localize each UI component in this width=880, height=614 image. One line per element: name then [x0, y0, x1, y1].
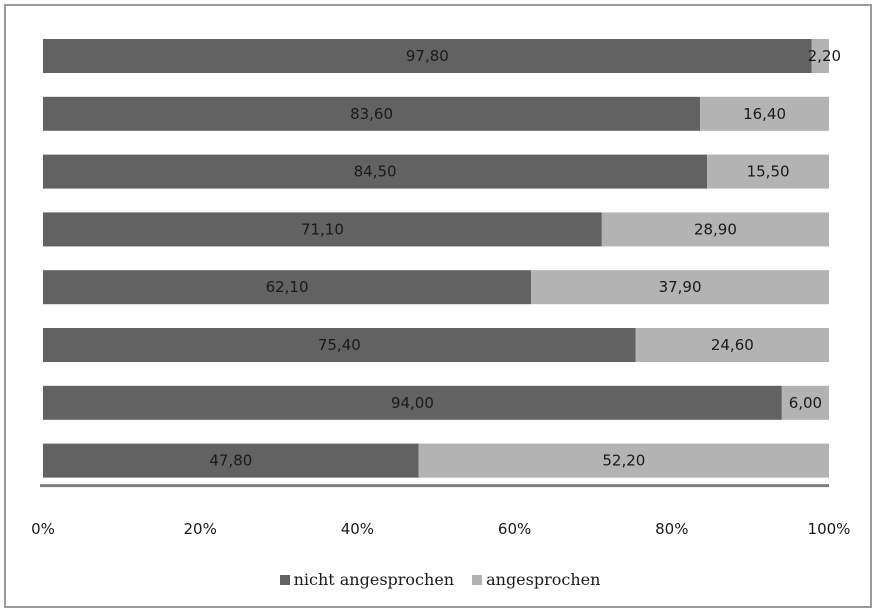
data-label-nicht-angesprochen-1: 97,80 — [406, 47, 449, 65]
bar-nicht-angesprochen-1 — [43, 39, 812, 73]
stacked-bar-chart: 97,80 2,20 83,60 16,40 84,50 15,50 71,10 28,90 6… — [31, 39, 850, 538]
bar-nicht-angesprochen-3 — [43, 154, 708, 189]
x-tick-label: 40% — [341, 520, 374, 538]
legend-item-angesprochen: angesprochen — [472, 570, 600, 589]
data-label-angesprochen-2: 16,40 — [743, 105, 786, 123]
bar-nicht-angesprochen-4 — [43, 212, 602, 247]
data-label-nicht-angesprochen-5: 62,10 — [266, 278, 309, 296]
bar-nicht-angesprochen-7 — [43, 385, 782, 420]
data-label-nicht-angesprochen-2: 83,60 — [350, 105, 393, 123]
data-label-nicht-angesprochen-4: 71,10 — [301, 220, 344, 238]
data-label-angesprochen-6: 24,60 — [711, 336, 754, 354]
bar-angesprochen-3 — [707, 154, 829, 189]
data-label-nicht-angesprochen-3: 84,50 — [354, 163, 397, 181]
data-label-angesprochen-4: 28,90 — [694, 220, 737, 238]
data-label-nicht-angesprochen-7: 94,00 — [391, 394, 434, 412]
bar-nicht-angesprochen-8 — [43, 443, 419, 478]
bar-angesprochen-4 — [601, 212, 829, 247]
bar-labels-group: 97,80 2,20 83,60 16,40 84,50 15,50 71,10 28,90 6… — [209, 47, 841, 470]
bars-group — [43, 39, 829, 478]
bar-angesprochen-8 — [418, 443, 829, 478]
bar-nicht-angesprochen-2 — [43, 96, 701, 131]
bar-angesprochen-7 — [781, 385, 829, 420]
data-label-nicht-angesprochen-8: 47,80 — [209, 452, 252, 470]
bar-angesprochen-1 — [811, 39, 829, 73]
data-label-angesprochen-3: 15,50 — [747, 163, 790, 181]
legend: nicht angesprochen angesprochen — [0, 570, 880, 589]
bar-angesprochen-6 — [635, 328, 829, 362]
bar-angesprochen-2 — [700, 96, 829, 131]
x-tick-label: 80% — [655, 520, 688, 538]
legend-item-nicht-angesprochen: nicht angesprochen — [279, 570, 455, 589]
bar-angesprochen-5 — [531, 270, 829, 305]
x-tick-label: 20% — [184, 520, 217, 538]
data-label-angesprochen-7: 6,00 — [789, 394, 822, 412]
data-label-angesprochen-1: 2,20 — [808, 47, 841, 65]
legend-swatch-angesprochen — [472, 574, 483, 585]
x-tick-label: 60% — [498, 520, 531, 538]
x-tick-label: 100% — [808, 520, 851, 538]
data-label-nicht-angesprochen-6: 75,40 — [318, 336, 361, 354]
x-tick-labels: 0% 20% 40% 60% 80% 100% — [31, 520, 850, 538]
x-tick-label: 0% — [31, 520, 55, 538]
data-label-angesprochen-5: 37,90 — [659, 278, 702, 296]
data-label-angesprochen-8: 52,20 — [602, 452, 645, 470]
legend-label-nicht-angesprochen: nicht angesprochen — [293, 570, 455, 589]
legend-label-angesprochen: angesprochen — [486, 570, 601, 589]
bar-nicht-angesprochen-6 — [43, 328, 636, 362]
bar-nicht-angesprochen-5 — [43, 270, 532, 305]
legend-swatch-nicht-angesprochen — [279, 574, 290, 585]
